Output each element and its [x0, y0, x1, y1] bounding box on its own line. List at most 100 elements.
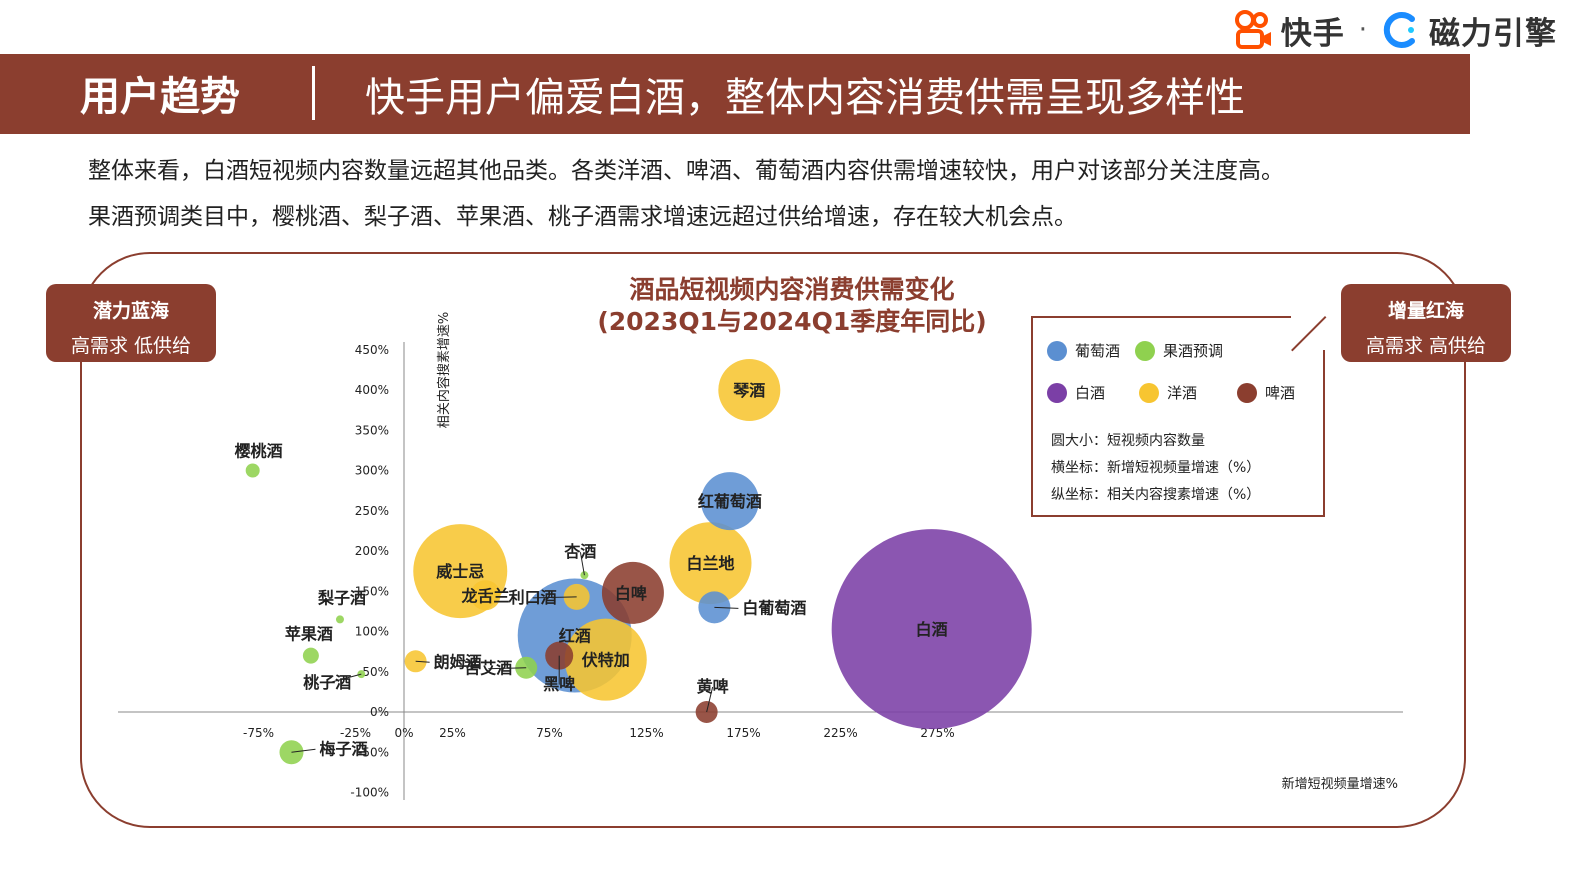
legend-note-x: 横坐标：新增短视频量增速（%） [1051, 460, 1261, 476]
bubble-label: 伏特加 [582, 651, 630, 670]
label-leader-line [532, 596, 577, 599]
x-tick-label: -75% [243, 726, 274, 740]
x-tick-label: 75% [536, 726, 563, 740]
label-leader-line [327, 673, 362, 684]
label-leader-line [706, 686, 714, 713]
legend-item-beer: 啤酒 [1237, 382, 1295, 403]
page-title: 快手用户偏爱白酒，整体内容消费供需呈现多样性 [365, 75, 1245, 121]
quadrant-label-blue-ocean: 潜力蓝海 高需求 低供给 [46, 284, 216, 362]
legend-swatch [1237, 382, 1257, 403]
bubble-label: 朗姆酒 [434, 652, 482, 671]
legend-note-size: 圆大小：短视频内容数量 [1051, 433, 1205, 449]
bubble-label: 梨子酒 [317, 588, 366, 607]
cili-engine-logo-icon [1383, 12, 1415, 48]
bubble-苹果酒 [302, 647, 319, 664]
bubble-label: 琴酒 [732, 381, 765, 400]
legend-item-baijiu: 白酒 [1047, 382, 1105, 403]
bubble-白兰地 [669, 522, 752, 605]
label-leader-line [415, 660, 430, 663]
legend-item-fruit-wine: 果酒预调 [1135, 340, 1223, 361]
x-tick-label: 25% [439, 726, 466, 740]
legend-item-spirits: 洋酒 [1139, 382, 1197, 403]
bubble-label: 黑啤 [543, 675, 575, 694]
chart-subtitle: (2023Q1与2024Q1季度年同比) [597, 307, 987, 336]
brand-name-cili: 磁力引擎 [1429, 15, 1557, 52]
intro-line-1: 整体来看，白酒短视频内容数量远超其他品类。各类洋酒、啤酒、葡萄酒内容供需增速较快… [88, 158, 1284, 184]
kuaishou-logo-icon [1234, 10, 1271, 49]
bubble-label: 杏酒 [563, 542, 596, 561]
y-tick-label: 150% [355, 584, 389, 598]
x-tick-label: -25% [340, 726, 371, 740]
y-tick-label: 300% [355, 464, 389, 478]
quadrant-subtitle: 高需求 高供给 [1365, 335, 1487, 357]
legend-label: 果酒预调 [1163, 342, 1224, 360]
bubble-label: 威士忌 [436, 562, 484, 581]
y-tick-label: 0% [370, 705, 389, 719]
quadrant-title: 潜力蓝海 [92, 300, 169, 322]
y-axis-title: 相关内容搜素增速% [436, 312, 452, 428]
bubble-琴酒 [718, 359, 781, 421]
x-tick-label: 225% [823, 726, 857, 740]
header-divider [312, 66, 315, 120]
bubble-龙舌兰 [470, 580, 501, 611]
bubble-label: 红酒 [559, 627, 591, 646]
y-tick-label: 50% [362, 665, 389, 679]
legend-swatch [1047, 340, 1067, 361]
legend-label: 洋酒 [1167, 384, 1198, 402]
x-tick-label: 0% [394, 726, 413, 740]
legend-note-y: 纵坐标：相关内容搜素增速（%） [1051, 487, 1261, 503]
y-tick-label: -50% [358, 745, 389, 759]
bubble-白酒 [831, 529, 1032, 730]
bubble-伏特加 [564, 618, 647, 701]
chart-title: 酒品短视频内容消费供需变化 [629, 275, 955, 304]
legend-label: 葡萄酒 [1075, 342, 1121, 360]
x-axis-title: 新增短视频量增速% [1282, 776, 1398, 792]
axes: -75% -25% 0% 25% 75% 125% 175% 225% 275% 450% 400%… [118, 312, 1403, 800]
bubble-梨子酒 [335, 615, 344, 624]
quadrant-label-red-ocean: 增量红海 高需求 高供给 [1341, 284, 1511, 362]
y-tick-label: 450% [355, 343, 389, 357]
y-tick-label: 350% [355, 423, 389, 437]
bubble-label: 黄啤 [697, 677, 729, 696]
intro-text: 整体来看，白酒短视频内容数量远超其他品类。各类洋酒、啤酒、葡萄酒内容供需增速较快… [88, 148, 1284, 240]
bubble-白啤 [601, 561, 664, 624]
legend-item-grape-wine: 葡萄酒 [1047, 340, 1120, 361]
y-tick-label: 200% [355, 544, 389, 558]
y-tick-label: 400% [355, 383, 389, 397]
chart-title-block: 酒品短视频内容消费供需变化 (2023Q1与2024Q1季度年同比) [592, 274, 992, 338]
y-tick-label: -100% [350, 786, 389, 800]
label-leader-line [579, 552, 585, 576]
bubble-label: 龙舌兰 [460, 586, 509, 605]
bubble-label: 苹果酒 [285, 625, 333, 644]
chart-frame [80, 252, 1466, 828]
x-tick-label: 175% [726, 726, 760, 740]
label-leader-line [291, 748, 316, 753]
bubble-label: 桃子酒 [303, 673, 351, 692]
bubble-label: 利口酒 [509, 588, 557, 607]
bubble-label: 白兰地 [687, 554, 735, 573]
x-tick-label: 275% [920, 726, 954, 740]
brand-separator: · [1358, 15, 1367, 45]
quadrant-subtitle: 高需求 低供给 [70, 335, 192, 357]
label-leader-line [488, 667, 527, 670]
intro-line-2: 果酒预调类目中，樱桃酒、梨子酒、苹果酒、桃子酒需求增速远超过供给增速，存在较大机… [88, 204, 1077, 230]
legend-swatch [1135, 340, 1155, 361]
x-tick-label: 125% [629, 726, 663, 740]
label-leader-line [714, 606, 739, 609]
bubble-红葡萄酒 [700, 472, 759, 531]
bubble-樱桃酒 [245, 463, 260, 478]
bubble-label: 白葡萄酒 [742, 598, 806, 617]
y-tick-label: 100% [355, 625, 389, 639]
brand-name-kuaishou: 快手 [1280, 15, 1345, 52]
bubbles [245, 359, 1032, 765]
brand-logo: 快手 · 磁力引擎 [1233, 6, 1557, 54]
legend-swatch [1047, 382, 1067, 403]
quadrant-title: 增量红海 [1387, 300, 1464, 322]
bubble-label: 樱桃酒 [235, 442, 283, 461]
bubble-label: 白酒 [916, 620, 948, 639]
legend-label: 啤酒 [1265, 384, 1296, 402]
bubble-label: 红葡萄酒 [698, 492, 762, 511]
bubble-label: 梅子酒 [319, 739, 367, 758]
